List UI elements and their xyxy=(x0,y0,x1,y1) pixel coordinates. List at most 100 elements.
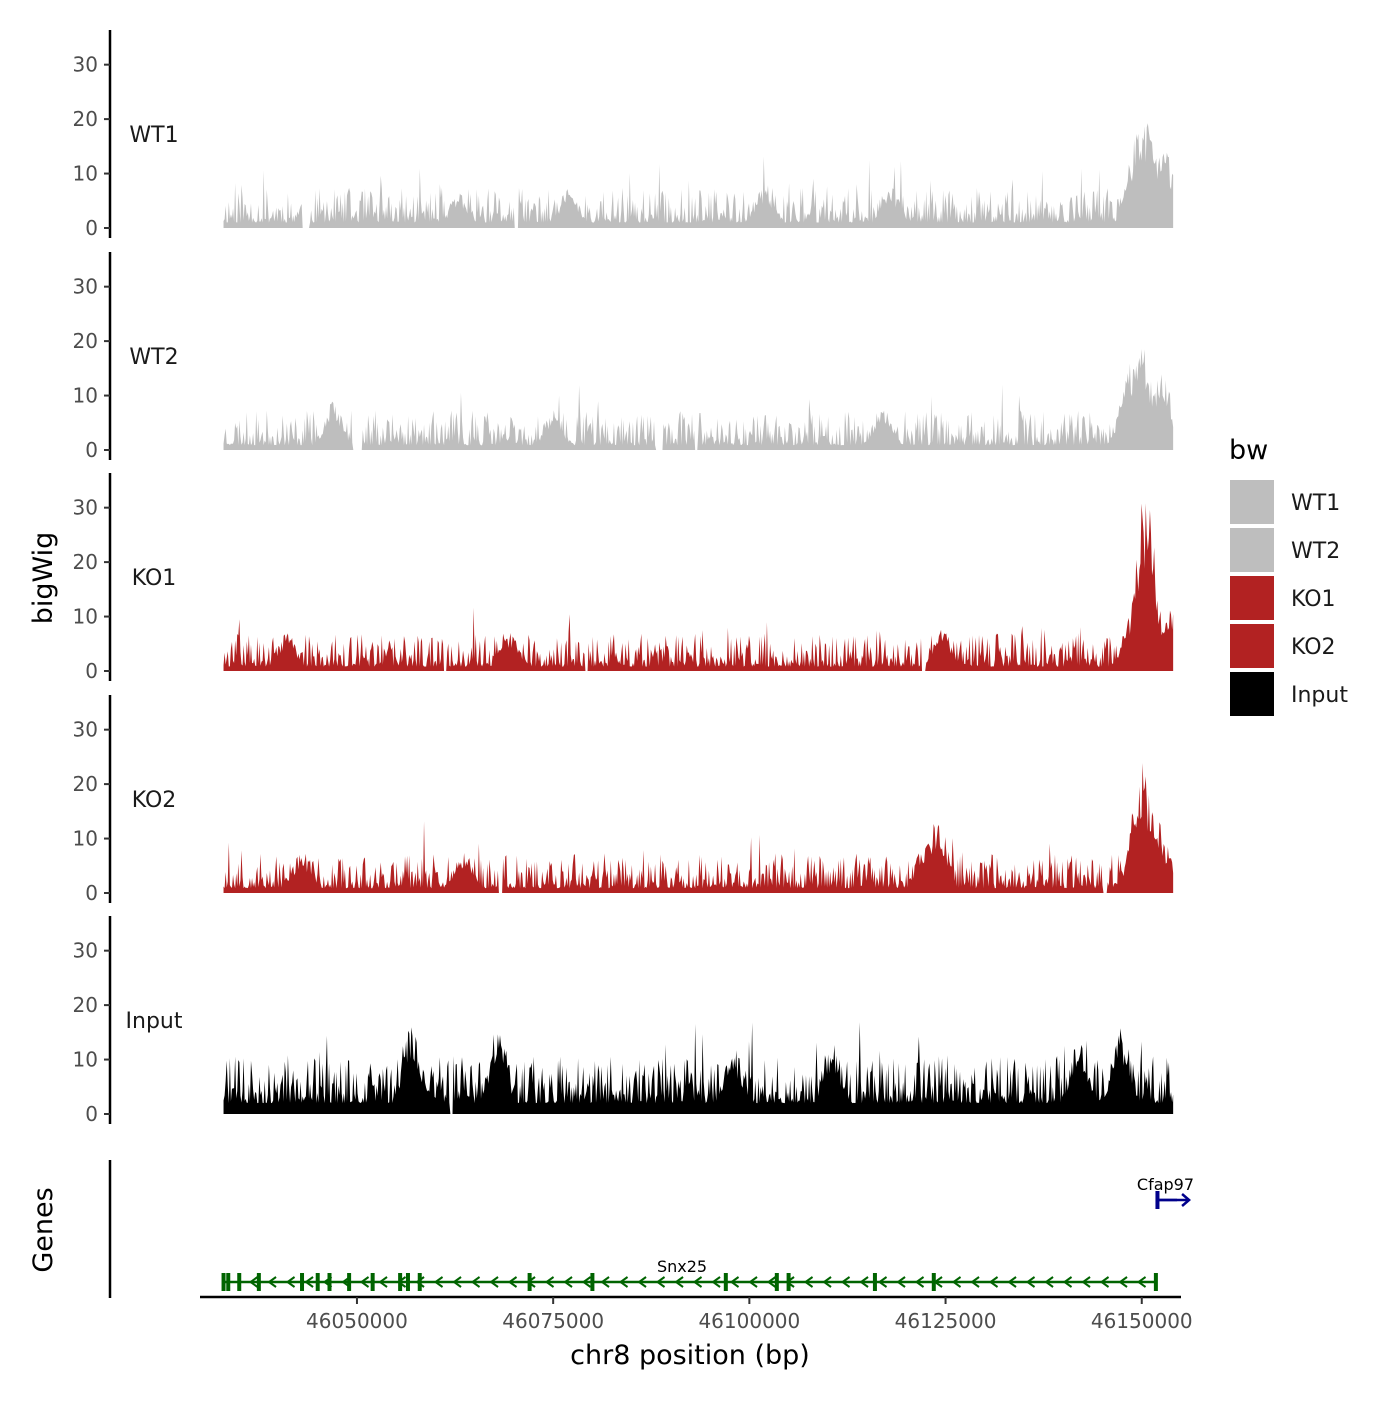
strand-arrow xyxy=(267,1276,277,1288)
y-tick-label: 0 xyxy=(85,216,98,240)
strand-arrow xyxy=(581,1276,592,1288)
strand-arrow xyxy=(951,1276,962,1288)
y-tick-label: 10 xyxy=(73,1048,98,1072)
exon-mark xyxy=(1153,1273,1158,1291)
strand-arrow xyxy=(359,1276,370,1288)
strand-arrow xyxy=(988,1276,999,1288)
exon-mark xyxy=(872,1273,877,1291)
strand-arrow xyxy=(1099,1276,1110,1288)
strand-arrow xyxy=(618,1276,629,1288)
x-tick-label: 46050000 xyxy=(306,1309,408,1333)
exon-mark xyxy=(723,1273,728,1291)
strand-arrow xyxy=(396,1276,407,1288)
strand-arrow xyxy=(914,1276,925,1288)
strand-arrow xyxy=(803,1276,814,1288)
strand-arrow xyxy=(840,1276,851,1288)
x-axis-title: chr8 position (bp) xyxy=(570,1340,810,1371)
strand-arrow xyxy=(933,1276,943,1288)
y-tick-label: 0 xyxy=(85,438,98,462)
x-tick-label: 46075000 xyxy=(502,1309,604,1333)
strand-arrow xyxy=(322,1276,333,1288)
legend-label: KO1 xyxy=(1291,587,1336,612)
exon-mark xyxy=(256,1273,261,1291)
x-tick-label: 46100000 xyxy=(698,1309,800,1333)
track-panel-wt1: 0 10 20 30 WT1 xyxy=(73,30,1174,240)
y-tick-label: 10 xyxy=(73,384,98,408)
gene-cfap97: Cfap97 xyxy=(1137,1175,1194,1209)
strand-arrow xyxy=(433,1276,444,1288)
y-tick-label: 30 xyxy=(73,496,98,520)
exon-mark xyxy=(590,1273,595,1291)
y-tick-label: 30 xyxy=(73,53,98,77)
y-tick-label: 20 xyxy=(73,772,98,796)
strand-arrow xyxy=(1118,1276,1128,1288)
exon-mark xyxy=(226,1273,231,1291)
track-panel-input: 0 10 20 30 Input xyxy=(73,916,1174,1126)
legend-label: WT2 xyxy=(1291,539,1340,564)
strand-arrow xyxy=(711,1276,721,1288)
coverage-area-input xyxy=(223,1022,1174,1114)
y-tick-label: 10 xyxy=(73,827,98,851)
strand-arrow xyxy=(341,1276,351,1288)
strand-arrow xyxy=(859,1276,869,1288)
strand-arrow xyxy=(378,1276,388,1288)
legend-entry-wt1: WT1 xyxy=(1230,480,1340,524)
strand-arrow xyxy=(1081,1276,1091,1288)
strand-arrow xyxy=(674,1276,684,1288)
track-label-input: Input xyxy=(126,1009,183,1034)
track-label-wt2: WT2 xyxy=(129,345,178,370)
y-tick-label: 0 xyxy=(85,881,98,905)
strand-arrow xyxy=(970,1276,980,1288)
strand-arrow xyxy=(655,1276,666,1288)
y-tick-label: 20 xyxy=(73,550,98,574)
exon-mark xyxy=(405,1273,410,1291)
track-panel-ko2: 0 10 20 30 KO2 xyxy=(73,695,1174,905)
legend-label: Input xyxy=(1291,683,1348,708)
coverage-area-wt1 xyxy=(223,123,1174,228)
y-tick-label: 10 xyxy=(73,162,98,186)
legend-swatch xyxy=(1230,480,1274,524)
coverage-area-wt2 xyxy=(223,349,1174,450)
strand-arrow xyxy=(304,1276,314,1288)
strand-arrow xyxy=(1044,1276,1054,1288)
genes-axis-title: Genes xyxy=(28,1187,59,1272)
strand-arrow xyxy=(692,1276,703,1288)
strand-arrow xyxy=(896,1276,906,1288)
x-tick-label: 46150000 xyxy=(1091,1309,1193,1333)
strand-arrow xyxy=(544,1276,555,1288)
legend-title: bw xyxy=(1229,435,1268,466)
strand-arrow xyxy=(415,1276,425,1288)
strand-arrow xyxy=(489,1276,499,1288)
exon-mark xyxy=(315,1273,320,1291)
legend-entry-input: Input xyxy=(1230,672,1348,716)
legend-label: WT1 xyxy=(1291,491,1340,516)
track-label-wt1: WT1 xyxy=(129,123,178,148)
strand-arrow xyxy=(785,1276,795,1288)
strand-arrow xyxy=(748,1276,758,1288)
y-tick-label: 30 xyxy=(73,275,98,299)
strand-arrow xyxy=(285,1276,296,1288)
strand-arrow xyxy=(1062,1276,1073,1288)
strand-arrow xyxy=(1136,1276,1147,1288)
legend-entry-wt2: WT2 xyxy=(1230,528,1340,572)
track-panel-ko1: 0 10 20 30 KO1 xyxy=(73,473,1174,683)
strand-arrow xyxy=(822,1276,832,1288)
legend-swatch xyxy=(1230,624,1274,668)
strand-arrow xyxy=(563,1276,573,1288)
gene-label-cfap97: Cfap97 xyxy=(1137,1175,1194,1194)
strand-arrow xyxy=(452,1276,462,1288)
x-tick-label: 46125000 xyxy=(895,1309,997,1333)
strand-arrow xyxy=(637,1276,647,1288)
legend-swatch xyxy=(1230,672,1274,716)
gene-snx25: Snx25 xyxy=(221,1257,1158,1291)
strand-arrow xyxy=(470,1276,481,1288)
exon-mark xyxy=(774,1273,779,1291)
exon-mark xyxy=(370,1273,375,1291)
exon-mark xyxy=(417,1273,422,1291)
track-label-ko1: KO1 xyxy=(132,566,177,591)
strand-arrow xyxy=(248,1276,259,1288)
strand-arrow xyxy=(729,1276,740,1288)
strand-arrow xyxy=(526,1276,536,1288)
